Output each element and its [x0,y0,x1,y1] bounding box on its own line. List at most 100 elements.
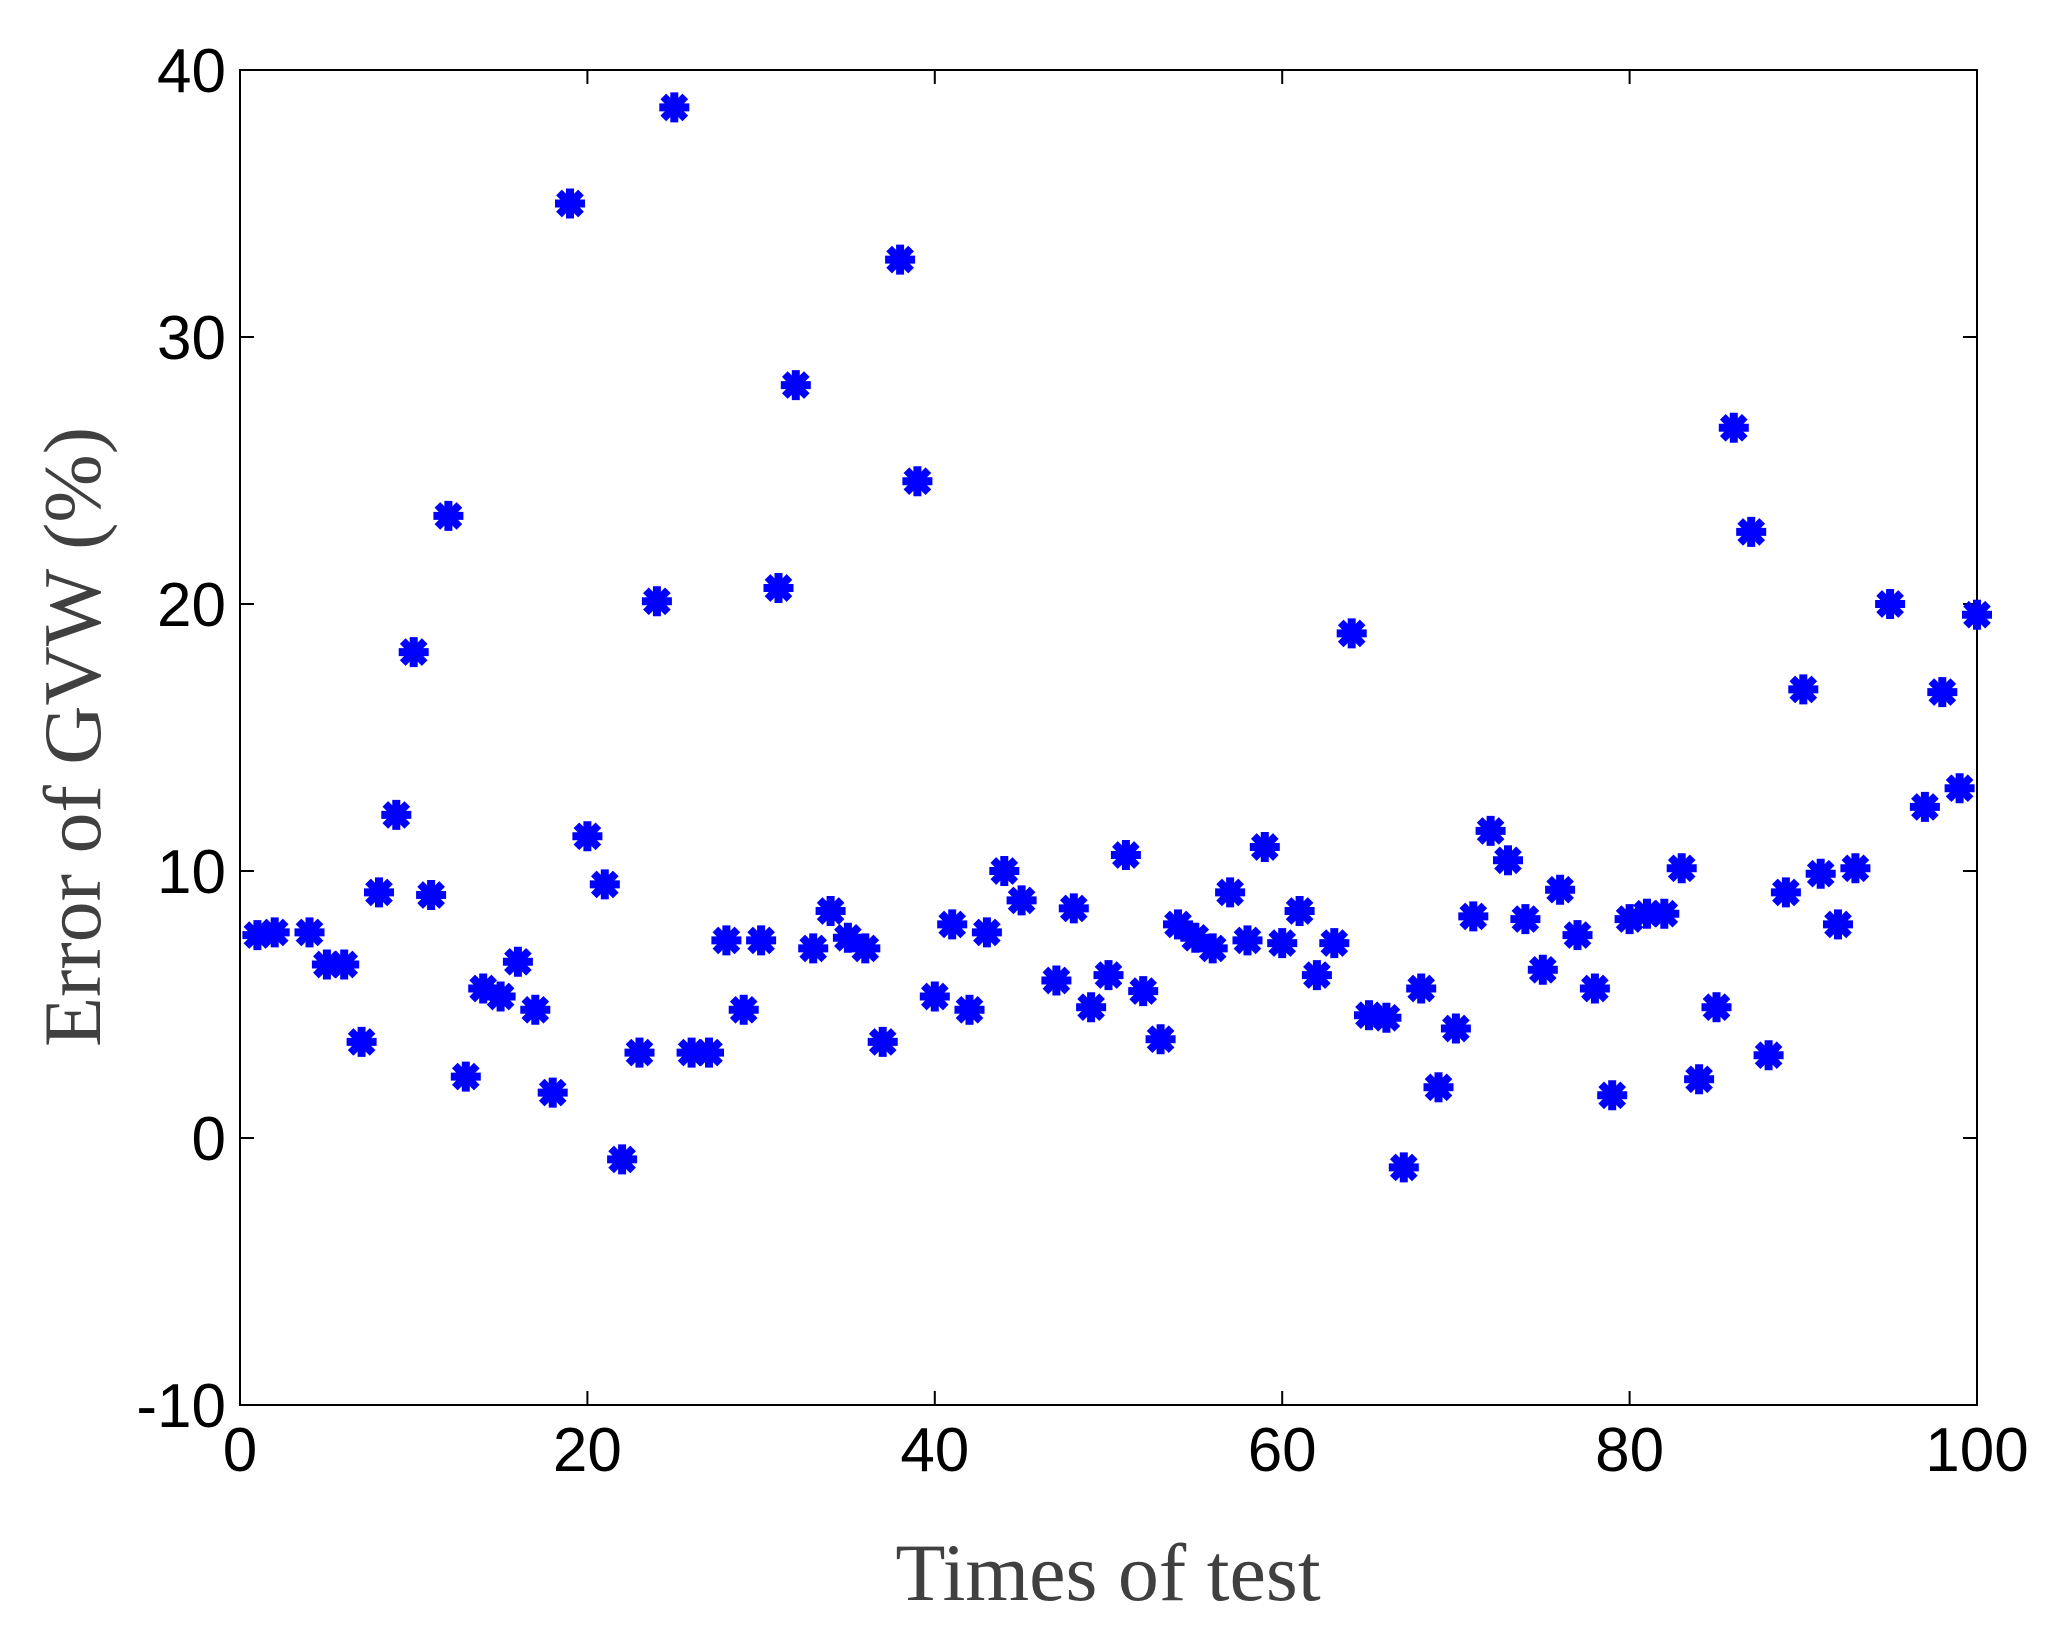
data-point [1319,928,1350,959]
data-point [346,1026,377,1057]
data-point [1840,853,1871,884]
data-point [937,909,968,940]
y-tick-label: 30 [157,304,226,373]
data-point [537,1077,568,1108]
data-point [1562,920,1593,951]
data-point [1267,928,1298,959]
data-point [641,586,672,617]
data-point [1197,933,1228,964]
data-point [1493,845,1523,876]
data-point [1597,1080,1628,1111]
data-point [711,925,742,956]
data-point [1371,1002,1402,1033]
y-tick-label: 20 [157,571,226,640]
data-point [1545,874,1576,905]
data-point [520,994,551,1025]
data-point [398,637,429,668]
data-point [1909,791,1940,822]
data-point [1128,976,1159,1007]
data-point [364,877,394,908]
data-point [1058,893,1089,924]
data-point [1006,885,1037,916]
data-point [1736,516,1767,547]
data-point [1458,901,1489,932]
data-point [555,188,585,219]
data-point [1927,677,1958,708]
data-point [1423,1072,1454,1103]
y-tick-label: 10 [157,838,226,907]
data-point [1510,904,1541,935]
x-tick-label: 0 [223,1416,257,1485]
data-point [1579,973,1610,1004]
data-point [885,244,916,275]
data-point [746,925,777,956]
x-tick-label: 20 [553,1416,622,1485]
data-point [1770,877,1801,908]
data-point [1788,674,1819,705]
y-tick-label: 40 [157,37,226,106]
data-point [1944,773,1975,804]
data-point [798,933,829,964]
data-point [1701,992,1732,1023]
data-point [1875,589,1906,619]
y-axis-title: Error of GVW (%) [27,427,118,1047]
x-tick-label: 80 [1595,1416,1664,1485]
data-point [780,370,811,401]
data-point [1041,965,1072,996]
data-point [815,896,846,926]
x-tick-label: 60 [1248,1416,1317,1485]
data-point [1440,1013,1471,1044]
data-point [867,1026,898,1057]
data-point [1110,840,1141,870]
data-point [450,1061,481,1092]
data-point [294,917,325,948]
data-point [1232,925,1263,956]
data-point [694,1037,724,1068]
data-point [485,981,516,1012]
data-point [1823,909,1853,940]
data-point [607,1144,638,1175]
x-tick-label: 100 [1925,1416,2028,1485]
data-point [971,917,1002,948]
data-point [1215,877,1246,908]
data-point [381,799,412,830]
data-point [1684,1064,1715,1095]
data-point [1388,1152,1419,1183]
y-tick-label: -10 [136,1372,226,1441]
data-point [902,466,933,497]
data-point [1093,960,1124,991]
data-point [919,981,950,1012]
y-tick-label: 0 [192,1105,226,1174]
axis-ticks [239,69,1978,1406]
data-point [1475,815,1506,846]
data-point [502,946,533,977]
data-point [728,994,759,1025]
data-point [1076,992,1107,1023]
data-points [242,92,1992,1183]
data-point [589,869,620,900]
data-point [259,917,290,948]
x-tick-label: 40 [900,1416,969,1485]
data-point [954,994,985,1025]
data-point [416,880,447,910]
data-point [1301,960,1332,991]
data-point [1249,832,1280,862]
data-point [1718,412,1749,443]
data-point [1336,618,1367,649]
data-point [1145,1024,1176,1055]
data-point [329,949,360,980]
data-point [1753,1040,1784,1071]
data-point [1805,858,1836,889]
data-point [989,856,1020,886]
data-point [1649,898,1680,929]
data-point [1962,599,1992,630]
data-point [1666,853,1697,884]
data-point [850,933,881,964]
x-axis-title: Times of test [895,1527,1320,1618]
data-point [433,500,464,531]
data-point [1284,896,1315,926]
data-point [659,92,690,123]
